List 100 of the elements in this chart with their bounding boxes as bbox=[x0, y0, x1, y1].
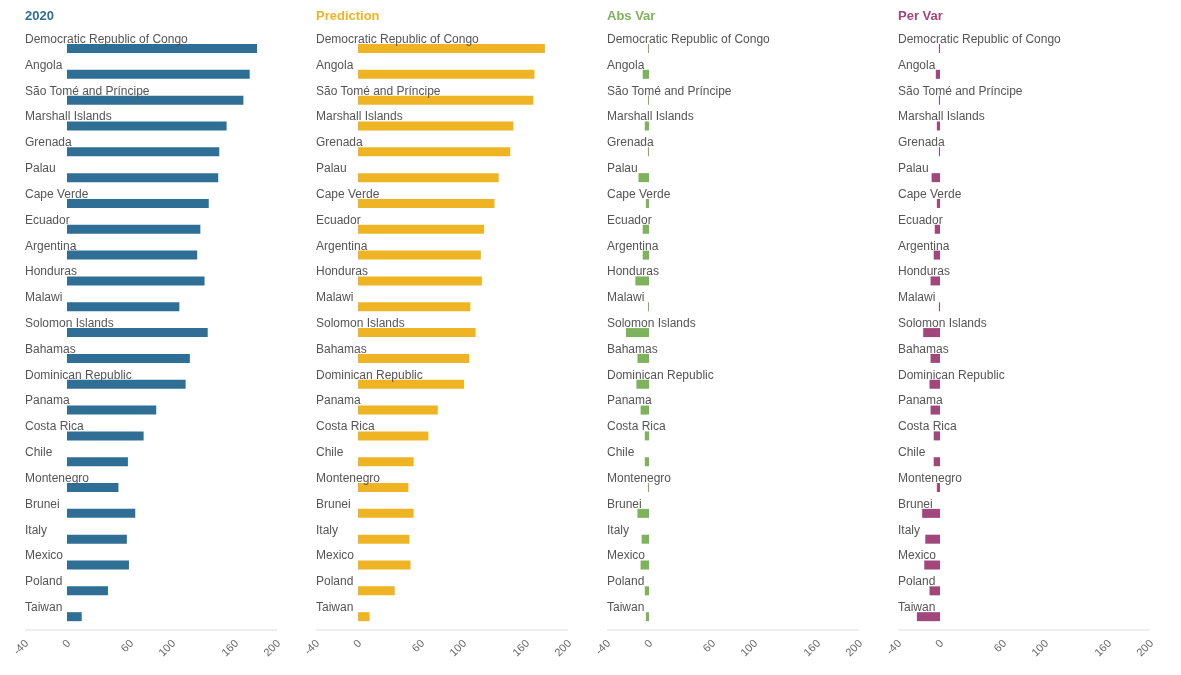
y-tick-label: Bahamas bbox=[25, 341, 76, 356]
y-tick-label: Montenegro bbox=[25, 470, 90, 485]
x-tick-label: 60 bbox=[118, 636, 136, 655]
y-tick-label: Poland bbox=[25, 574, 63, 589]
x-tick-label: 160 bbox=[218, 636, 241, 659]
y-tick-label: Costa Rica bbox=[607, 419, 667, 434]
x-tick-label: 200 bbox=[1133, 636, 1156, 659]
y-tick-label: Italy bbox=[607, 522, 630, 537]
y-tick-label: Angola bbox=[25, 57, 63, 72]
x-tick-label: 160 bbox=[800, 636, 823, 659]
y-tick-label: Poland bbox=[607, 574, 645, 589]
chart-title: Per Var bbox=[897, 8, 944, 24]
y-tick-label: Taiwan bbox=[607, 600, 645, 615]
y-tick-label: Brunei bbox=[898, 496, 933, 511]
y-tick-label: Poland bbox=[316, 574, 354, 589]
y-tick-label: Montenegro bbox=[316, 470, 381, 485]
y-tick-label: Malawi bbox=[898, 290, 936, 305]
y-tick-label: Palau bbox=[316, 161, 347, 176]
y-tick-label: São Tomé and Príncipe bbox=[898, 83, 1023, 98]
y-tick-label: São Tomé and Príncipe bbox=[25, 83, 150, 98]
x-tick-label: -40 bbox=[883, 636, 904, 657]
x-tick-label: 0 bbox=[350, 636, 364, 650]
y-tick-label: Grenada bbox=[25, 135, 73, 150]
y-tick-label: Argentina bbox=[316, 238, 368, 253]
x-tick-label: -40 bbox=[301, 636, 322, 657]
y-tick-label: Cape Verde bbox=[898, 186, 962, 201]
y-tick-label: Angola bbox=[898, 57, 936, 72]
y-tick-label: Solomon Islands bbox=[25, 316, 114, 330]
x-tick-label: 0 bbox=[932, 636, 946, 650]
y-tick-label: Angola bbox=[316, 57, 354, 72]
y-tick-label: Bahamas bbox=[898, 341, 949, 356]
y-tick-label: Honduras bbox=[898, 264, 951, 279]
y-tick-label: Solomon Islands bbox=[316, 316, 405, 330]
y-tick-label: Grenada bbox=[316, 135, 364, 150]
x-tick-label: -40 bbox=[10, 636, 31, 657]
y-tick-label: Palau bbox=[898, 161, 929, 176]
y-tick-label: Chile bbox=[898, 445, 926, 460]
y-tick-label: Ecuador bbox=[607, 212, 652, 227]
y-tick-label: Ecuador bbox=[25, 212, 70, 227]
y-tick-label: Cape Verde bbox=[316, 186, 380, 201]
y-tick-label: Brunei bbox=[607, 496, 642, 511]
y-tick-label: Democratic Republic of Congo bbox=[316, 31, 480, 46]
y-tick-label: Italy bbox=[898, 522, 921, 537]
y-tick-label: Solomon Islands bbox=[607, 316, 696, 330]
y-tick-label: Marshall Islands bbox=[316, 109, 403, 124]
y-tick-label: Montenegro bbox=[898, 470, 963, 485]
y-tick-label: Dominican Republic bbox=[607, 367, 714, 382]
y-tick-label: Grenada bbox=[607, 135, 655, 150]
x-tick-label: 60 bbox=[700, 636, 718, 655]
x-tick-label: 60 bbox=[991, 636, 1009, 655]
y-tick-label: Palau bbox=[607, 161, 638, 176]
x-tick-label: 0 bbox=[59, 636, 73, 650]
x-tick-label: 200 bbox=[842, 636, 865, 659]
y-tick-label: Marshall Islands bbox=[898, 109, 985, 124]
y-tick-label: Panama bbox=[607, 393, 653, 408]
y-tick-label: Dominican Republic bbox=[25, 367, 132, 382]
y-tick-label: Marshall Islands bbox=[607, 109, 694, 124]
y-tick-label: Bahamas bbox=[607, 341, 658, 356]
y-tick-label: Panama bbox=[316, 393, 362, 408]
y-tick-label: Panama bbox=[25, 393, 71, 408]
y-tick-label: Costa Rica bbox=[25, 419, 85, 434]
y-tick-label: Mexico bbox=[898, 548, 937, 563]
x-tick-label: 160 bbox=[509, 636, 532, 659]
x-tick-label: 0 bbox=[641, 636, 655, 650]
y-tick-label: Honduras bbox=[316, 264, 369, 279]
y-tick-label: Honduras bbox=[25, 264, 78, 279]
y-tick-label: Angola bbox=[607, 57, 645, 72]
y-tick-label: Dominican Republic bbox=[316, 367, 423, 382]
y-tick-label: Ecuador bbox=[898, 212, 943, 227]
y-tick-label: Montenegro bbox=[607, 470, 672, 485]
y-tick-label: Democratic Republic of Congo bbox=[607, 31, 771, 46]
y-tick-label: Mexico bbox=[607, 548, 646, 563]
y-tick-label: Brunei bbox=[316, 496, 351, 511]
y-tick-label: Ecuador bbox=[316, 212, 361, 227]
y-tick-label: Taiwan bbox=[898, 600, 936, 615]
y-tick-label: São Tomé and Príncipe bbox=[607, 83, 732, 98]
y-tick-label: Democratic Republic of Congo bbox=[898, 31, 1062, 46]
y-tick-label: São Tomé and Príncipe bbox=[316, 83, 441, 98]
y-tick-label: Chile bbox=[316, 445, 344, 460]
y-tick-label: Mexico bbox=[25, 548, 64, 563]
y-tick-label: Poland bbox=[898, 574, 936, 589]
chart-title: Abs Var bbox=[606, 8, 657, 24]
x-tick-label: 100 bbox=[737, 636, 760, 659]
y-tick-label: Italy bbox=[316, 522, 339, 537]
y-tick-label: Marshall Islands bbox=[25, 109, 112, 124]
y-tick-label: Taiwan bbox=[316, 600, 354, 615]
y-tick-label: Malawi bbox=[316, 290, 354, 305]
y-tick-label: Taiwan bbox=[25, 600, 63, 615]
y-tick-label: Costa Rica bbox=[316, 419, 376, 434]
x-tick-label: -40 bbox=[592, 636, 613, 657]
y-tick-label: Chile bbox=[607, 445, 635, 460]
y-tick-label: Democratic Republic of Congo bbox=[25, 31, 189, 46]
y-tick-label: Cape Verde bbox=[25, 186, 89, 201]
chart-title: Prediction bbox=[315, 8, 381, 24]
y-tick-label: Chile bbox=[25, 445, 53, 460]
y-tick-label: Argentina bbox=[898, 238, 950, 253]
x-tick-label: 200 bbox=[260, 636, 283, 659]
y-tick-label: Palau bbox=[25, 161, 56, 176]
y-tick-label: Cape Verde bbox=[607, 186, 671, 201]
y-tick-label: Dominican Republic bbox=[898, 367, 1005, 382]
